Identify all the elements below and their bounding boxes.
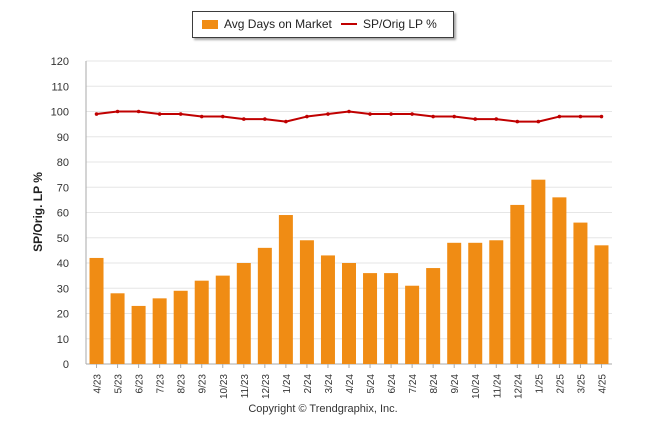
line-point-12-24 [515, 119, 520, 124]
y-tick-label: 80 [57, 157, 69, 169]
bar-12-24 [510, 204, 525, 364]
legend-swatch-bar [202, 20, 218, 29]
y-tick-label: 70 [57, 182, 69, 194]
legend-swatch-line [341, 23, 357, 25]
line-point-8-24 [431, 114, 435, 119]
bar-4-25 [594, 245, 609, 364]
bar-11-24 [489, 240, 504, 364]
bar-2-25 [552, 197, 567, 364]
x-tick-label: 7/23 [156, 374, 167, 394]
x-tick-label: 11/24 [492, 374, 503, 399]
x-tick-label: 12/24 [513, 374, 524, 399]
x-tick-label: 10/24 [471, 374, 482, 399]
bar-4-24 [342, 263, 356, 364]
line-point-5-24 [368, 112, 372, 116]
line-point-6-24 [389, 112, 393, 116]
bar-9-24 [447, 242, 462, 364]
copyright-text: Copyright © Trendgraphix, Inc. [248, 403, 398, 415]
line-point-11-23 [242, 117, 246, 121]
y-tick-label: 120 [51, 56, 69, 68]
bar-6-23 [131, 305, 146, 364]
x-tick-label: 9/23 [198, 374, 209, 394]
bar-12-23 [257, 247, 272, 364]
bar-1-24 [278, 215, 293, 364]
line-point-3-24 [326, 112, 330, 116]
bar-2-24 [299, 240, 314, 364]
x-tick-label: 5/24 [366, 374, 377, 394]
bar-7-23 [152, 298, 167, 364]
line-point-3-25 [578, 114, 583, 119]
bar-4-23 [89, 257, 104, 364]
line-point-4-24 [347, 109, 351, 114]
x-tick-label: 1/24 [282, 374, 293, 394]
bar-10-23 [215, 275, 230, 364]
bar-10-24 [468, 242, 483, 364]
y-tick-label: 50 [57, 233, 69, 245]
x-tick-label: 2/24 [303, 374, 314, 394]
y-tick-label: 0 [63, 359, 69, 371]
x-tick-label: 2/25 [555, 374, 566, 394]
bar-1-25 [531, 179, 546, 364]
line-point-7-24 [410, 112, 414, 116]
x-tick-label: 7/24 [408, 374, 419, 394]
bar-9-23 [194, 280, 209, 364]
legend-label-days-on-market: Avg Days on Market [224, 17, 332, 31]
x-tick-label: 8/24 [429, 374, 440, 394]
bar-5-23 [110, 293, 125, 364]
line-point-1-25 [536, 119, 541, 124]
line-point-2-24 [305, 114, 309, 119]
line-point-1-24 [284, 119, 288, 124]
legend-label-sp-orig-lp: SP/Orig LP % [363, 17, 437, 31]
bar-6-24 [384, 273, 399, 364]
y-tick-label: 10 [57, 334, 69, 346]
y-axis-title: SP/Orig. LP % [31, 172, 45, 252]
bar-11-23 [236, 263, 251, 364]
bar-8-23 [173, 290, 188, 364]
x-tick-label: 8/23 [177, 374, 188, 394]
y-tick-label: 110 [51, 81, 69, 93]
x-tick-label: 4/24 [345, 374, 356, 394]
line-point-6-23 [136, 109, 141, 114]
line-point-10-24 [473, 117, 478, 121]
x-tick-label: 4/23 [93, 374, 104, 394]
x-tick-label: 11/23 [240, 374, 251, 399]
x-tick-label: 12/23 [261, 374, 272, 399]
x-tick-label: 1/25 [534, 374, 545, 394]
y-tick-label: 20 [57, 309, 69, 321]
line-point-11-24 [494, 117, 499, 121]
line-point-9-23 [199, 114, 204, 119]
x-tick-label: 6/23 [135, 374, 146, 394]
x-tick-label: 4/25 [597, 374, 608, 394]
line-point-12-23 [263, 117, 267, 121]
y-tick-label: 60 [57, 208, 69, 220]
x-tick-label: 3/25 [576, 374, 587, 394]
x-tick-label: 3/24 [324, 374, 335, 394]
line-point-5-23 [115, 109, 120, 114]
bar-7-24 [405, 285, 420, 364]
y-tick-label: 90 [57, 132, 69, 144]
line-point-4-23 [94, 112, 99, 116]
x-tick-label: 5/23 [114, 374, 125, 394]
line-point-9-24 [452, 114, 457, 119]
line-point-8-23 [178, 112, 183, 116]
bar-3-24 [320, 255, 335, 364]
line-point-7-23 [157, 112, 162, 116]
line-point-10-23 [220, 114, 225, 119]
x-tick-label: 9/24 [450, 374, 461, 394]
line-point-4-25 [599, 114, 604, 119]
chart-legend: Avg Days on Market SP/Orig LP % [192, 11, 454, 38]
y-tick-label: 100 [51, 107, 69, 119]
x-tick-label: 6/24 [387, 374, 398, 394]
line-point-2-25 [557, 114, 562, 119]
x-tick-label: 10/23 [219, 374, 230, 399]
bar-3-25 [573, 222, 588, 364]
y-tick-label: 30 [57, 283, 69, 295]
bar-5-24 [363, 273, 378, 364]
bar-8-24 [426, 268, 441, 364]
y-tick-label: 40 [57, 258, 69, 270]
